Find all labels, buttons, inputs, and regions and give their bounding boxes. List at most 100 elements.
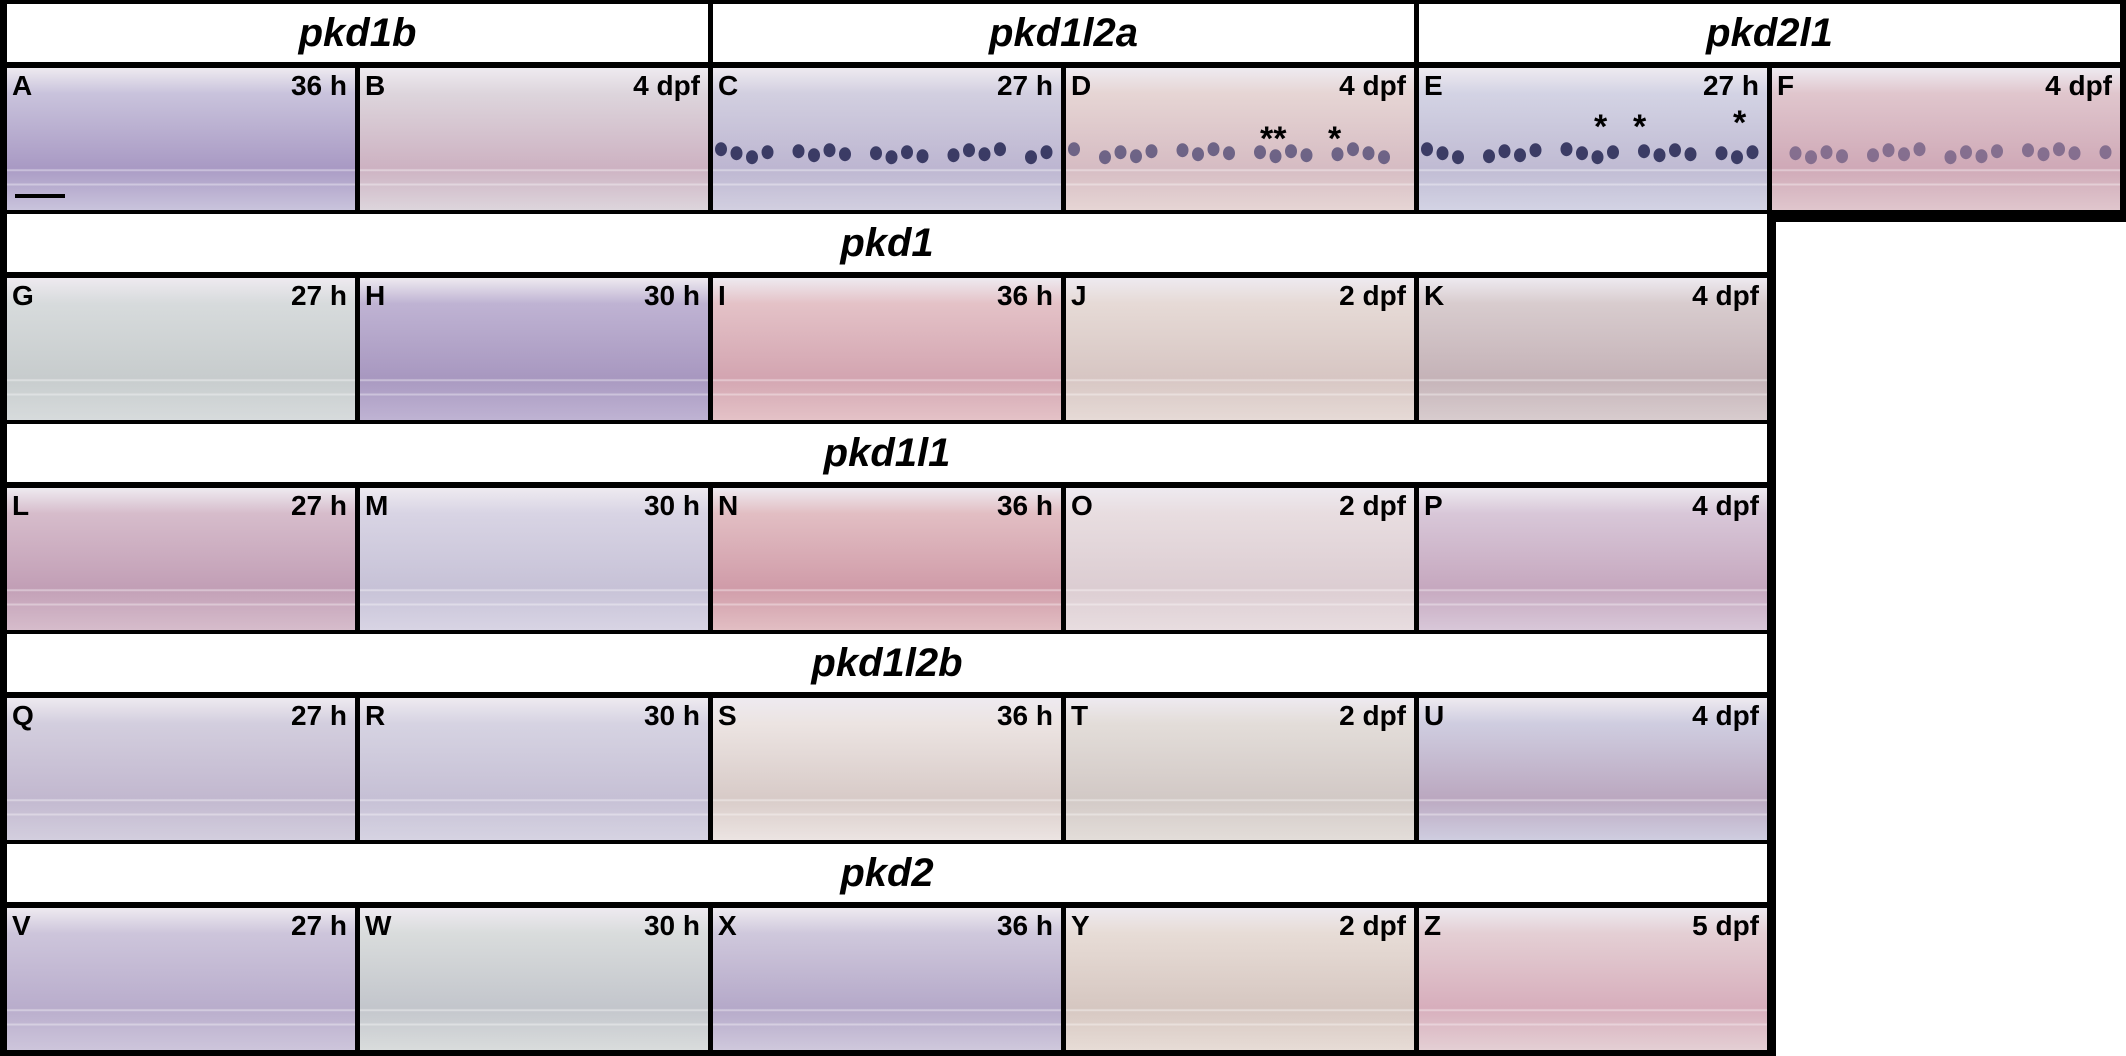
micrograph-panel: V 27 h — [7, 908, 355, 1050]
stage-label: 2 dpf — [1339, 490, 1406, 521]
stage-label: 27 h — [290, 490, 347, 521]
micrograph-panel: J 2 dpf — [1066, 278, 1414, 420]
texture — [713, 799, 1061, 816]
micrograph-panel: C 27 h — [713, 68, 1061, 210]
cell — [1300, 148, 1313, 163]
micrograph-panel: Y 2 dpf — [1066, 908, 1414, 1050]
stage-label: 36 h — [996, 280, 1053, 311]
cell — [761, 145, 774, 160]
cell — [1653, 148, 1666, 163]
stage-label: 30 h — [643, 280, 700, 311]
panel-letter: G — [12, 280, 34, 311]
micrograph-panel: E 27 h * * * — [1419, 68, 1767, 210]
asterisk: * — [1328, 120, 1342, 158]
panel-letter: J — [1071, 280, 1087, 311]
cell — [2068, 146, 2081, 161]
cell — [1176, 143, 1189, 158]
cell — [1669, 143, 1681, 158]
micrograph-panel: L 27 h — [7, 488, 355, 630]
stage-label: 2 dpf — [1339, 910, 1406, 941]
micrograph-panel: S 36 h — [713, 698, 1061, 840]
panel-letter: O — [1071, 490, 1093, 521]
asterisk: ** — [1260, 120, 1287, 158]
texture — [713, 589, 1061, 606]
cell — [994, 142, 1006, 157]
asterisk: * — [1594, 108, 1608, 146]
stage-label: 2 dpf — [1339, 700, 1406, 731]
cell — [1684, 147, 1697, 162]
cell — [1269, 149, 1282, 164]
stage-label: 2 dpf — [1339, 280, 1406, 311]
cell — [1882, 143, 1895, 158]
gene-header: pkd2l1 — [1419, 4, 2120, 62]
stage-label: 36 h — [996, 910, 1053, 941]
gene-header: pkd1b — [7, 4, 708, 62]
cell — [792, 144, 805, 159]
panel-letter: R — [365, 700, 386, 731]
cell — [1607, 145, 1619, 160]
cell — [1362, 146, 1375, 161]
texture — [1066, 142, 1414, 186]
cell — [1436, 146, 1449, 161]
cell — [1483, 149, 1495, 164]
panel-letter: I — [718, 280, 726, 311]
micrograph-panel: I 36 h — [713, 278, 1061, 420]
cell — [1498, 144, 1511, 159]
cell — [1731, 150, 1743, 165]
cell — [1789, 146, 1802, 161]
cell — [1285, 144, 1297, 159]
stage-label: 4 dpf — [1692, 490, 1759, 521]
cell — [1192, 147, 1204, 162]
texture — [360, 1009, 708, 1026]
micrograph-panel: U 4 dpf — [1419, 698, 1767, 840]
cell — [1975, 149, 1988, 164]
cell — [808, 148, 820, 163]
stage-label: 4 dpf — [633, 70, 700, 101]
micrograph-panel: A 36 h — [7, 68, 355, 210]
cell — [1529, 143, 1542, 158]
panel-letter: A — [12, 70, 33, 101]
stage-label: 36 h — [290, 70, 347, 101]
texture — [713, 379, 1061, 396]
micrograph-panel: B 4 dpf — [360, 68, 708, 210]
cell — [1991, 144, 2003, 159]
texture — [1066, 379, 1414, 396]
micrograph-panel: N 36 h — [713, 488, 1061, 630]
cell — [1898, 147, 1910, 162]
cell — [2037, 147, 2050, 162]
cell — [1378, 150, 1390, 165]
micrograph-panel: R 30 h — [360, 698, 708, 840]
stage-label: 36 h — [996, 490, 1053, 521]
texture — [7, 589, 355, 606]
stage-label: 30 h — [643, 700, 700, 731]
texture — [713, 142, 1061, 186]
cell — [1514, 148, 1526, 163]
texture — [7, 169, 355, 198]
stage-label: 27 h — [290, 280, 347, 311]
cell — [1099, 150, 1111, 165]
cell — [730, 146, 743, 161]
gene-header: pkd1l1 — [7, 424, 1767, 482]
panel-letter: N — [718, 490, 739, 521]
texture — [1419, 379, 1767, 396]
cell — [2099, 145, 2112, 160]
panel-letter: M — [365, 490, 389, 521]
cell — [1452, 150, 1464, 165]
panel-letter: Q — [12, 700, 34, 731]
panel-letter: U — [1424, 700, 1445, 731]
texture — [360, 589, 708, 606]
stage-label: 27 h — [290, 700, 347, 731]
cell — [1130, 149, 1142, 164]
cell — [978, 147, 991, 162]
gene-header: pkd2 — [7, 844, 1767, 902]
cell — [1715, 146, 1728, 161]
micrograph-panel: K 4 dpf — [1419, 278, 1767, 420]
cell — [1867, 148, 1879, 163]
micrograph-panel: M 30 h — [360, 488, 708, 630]
cell — [1331, 147, 1344, 162]
texture — [1066, 1009, 1414, 1026]
cell — [1025, 150, 1037, 165]
stage-label: 30 h — [643, 490, 700, 521]
micrograph-panel: P 4 dpf — [1419, 488, 1767, 630]
